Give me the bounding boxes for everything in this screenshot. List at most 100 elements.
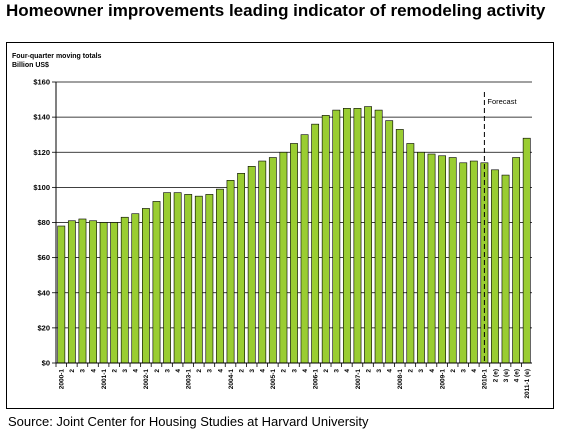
x-tick-label: 4: [260, 369, 267, 373]
bar: [459, 162, 468, 364]
x-tick-label: 2003-1: [186, 369, 193, 390]
bar: [448, 157, 457, 364]
bar: [279, 151, 288, 364]
bar: [353, 108, 362, 364]
chart-subtitle-line1: Four-quarter moving totals: [12, 53, 102, 60]
bar: [342, 108, 351, 364]
bar: [205, 194, 214, 364]
x-tick-label: 2006-1: [312, 369, 319, 390]
bar: [406, 143, 415, 364]
bar: [173, 192, 182, 364]
x-tick-label: 2007-1: [355, 369, 362, 390]
bars: [55, 106, 531, 367]
x-tick-label: 2002-1: [143, 369, 150, 390]
bar: [131, 213, 140, 364]
x-tick-label: 2: [154, 369, 161, 373]
bar: [522, 137, 531, 364]
bar: [258, 160, 267, 364]
x-tick-label: 2: [111, 369, 118, 373]
bar: [184, 194, 193, 364]
bar: [247, 166, 256, 364]
y-tick-label: $80: [37, 218, 50, 227]
bar: [216, 188, 224, 364]
bar: [417, 151, 425, 364]
bar: [438, 155, 446, 364]
x-tick-label: 3: [461, 369, 468, 373]
x-tick-label: 2: [323, 369, 330, 373]
bar: [512, 157, 521, 364]
bar: [469, 160, 478, 364]
bar: [57, 225, 66, 364]
bar: [501, 174, 510, 364]
x-tick-labels: 2000-1 2 3 4 2001-1 2 3 4 2002-1 2 3 4 2003-1 2 3 4 2004…: [59, 369, 531, 399]
x-tick-label: 4: [217, 369, 224, 373]
x-tick-label: 2008-1: [397, 369, 404, 390]
bar: [152, 201, 161, 364]
x-tick-label: 4 (e): [513, 369, 520, 382]
y-tick-labels: $0 $20 $40 $60 $80 $100 $120 $140 $160: [33, 78, 50, 368]
x-tick-label: 4: [471, 369, 478, 373]
x-tick-label: 3: [80, 369, 87, 373]
x-tick-label: 2011-1 (e): [524, 369, 531, 399]
y-tick-label: $60: [37, 253, 50, 262]
bar: [374, 109, 383, 364]
x-tick-label: 2: [238, 369, 245, 373]
y-tick-label: $0: [42, 359, 50, 368]
source-note: Source: Joint Center for Housing Studies…: [8, 414, 369, 429]
bar: [89, 220, 97, 364]
bar: [237, 173, 246, 364]
x-tick-label: 3 (e): [503, 369, 510, 382]
x-tick-label: 3: [376, 369, 383, 373]
x-tick-label: 3: [122, 369, 129, 373]
page-title: Homeowner improvements leading indicator…: [6, 1, 546, 20]
bar: [110, 222, 119, 364]
bar: [290, 143, 298, 364]
bar: [321, 115, 330, 364]
x-tick-label: 3: [164, 369, 171, 373]
x-tick-label: 4: [302, 369, 309, 373]
x-tick-label: 3: [207, 369, 214, 373]
chart-frame: Four-quarter moving totals Billion US$ $…: [6, 42, 554, 409]
x-tick-label: 2: [408, 369, 415, 373]
bar: [78, 218, 87, 364]
chart-subtitle-line2: Billion US$: [12, 62, 49, 69]
y-tick-label: $140: [33, 113, 50, 122]
x-tick-label: 3: [334, 369, 341, 373]
bar-chart: Four-quarter moving totals Billion US$ $…: [12, 53, 532, 399]
x-tick-label: 2: [69, 369, 76, 373]
bar: [385, 120, 394, 364]
bar: [268, 157, 277, 364]
bar: [332, 109, 341, 364]
x-tick-label: 4: [344, 369, 351, 373]
x-tick-label: 3: [249, 369, 256, 373]
x-tick-label: 3: [291, 369, 298, 373]
bar: [120, 216, 129, 364]
x-tick-label: 2010-1: [482, 369, 489, 390]
bar: [226, 180, 235, 364]
x-tick-label: 2 (e): [492, 369, 499, 382]
bar: [364, 106, 372, 364]
x-tick-label: 2: [365, 369, 372, 373]
bar: [142, 208, 150, 364]
x-tick-label: 4: [387, 369, 394, 373]
x-tick-label: 2005-1: [270, 369, 277, 390]
y-tick-label: $20: [37, 323, 50, 332]
forecast-marker: Forecast: [483, 92, 517, 363]
y-tick-label: $100: [33, 183, 50, 192]
y-tick-label: $160: [33, 78, 50, 87]
axes: [55, 82, 532, 364]
x-tick-label: 2: [281, 369, 288, 373]
bar: [427, 153, 436, 364]
x-tick-label: 2004-1: [228, 369, 235, 390]
bar: [300, 134, 309, 364]
x-tick-label: 2000-1: [59, 369, 66, 390]
x-tick-label: 4: [90, 369, 97, 373]
bar: [194, 195, 203, 364]
bar: [163, 192, 171, 364]
bar: [311, 123, 320, 364]
x-tick-label: 2: [196, 369, 203, 373]
x-tick-label: 3: [418, 369, 425, 373]
y-tick-label: $40: [37, 288, 50, 297]
x-tick-label: 4: [133, 369, 140, 373]
bar: [491, 169, 499, 364]
